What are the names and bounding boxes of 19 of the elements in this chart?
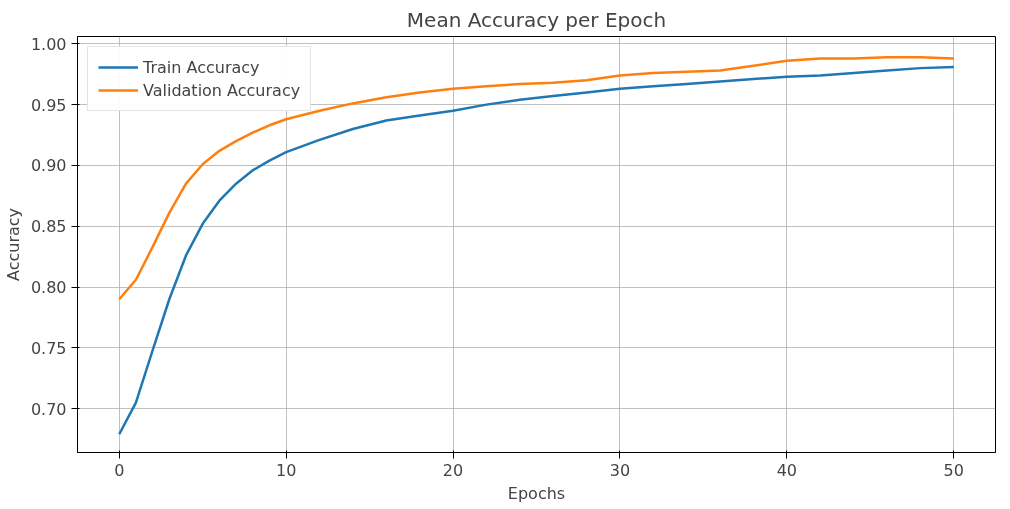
y-tick-label: 0.80 (30, 278, 67, 298)
y-axis-title: Accuracy (3, 207, 23, 282)
y-tick-label: 1.00 (30, 34, 67, 54)
x-tick-label: 0 (114, 460, 125, 480)
chart-title: Mean Accuracy per Epoch (406, 7, 667, 32)
line-series (117, 55, 956, 301)
x-axis-title: Epochs (507, 483, 566, 503)
x-tick-label: 10 (275, 460, 297, 480)
y-tick-label: 0.70 (30, 399, 67, 419)
y-tick-label: 0.85 (30, 217, 67, 237)
x-tick-label: 40 (776, 460, 798, 480)
x-tick-label: 30 (609, 460, 631, 480)
legend-label: Train Accuracy (143, 57, 260, 77)
x-tick-label: 50 (943, 460, 964, 480)
y-tick-label: 0.90 (30, 156, 67, 176)
legend-label: Validation Accuracy (143, 80, 301, 100)
y-tick-label: 0.75 (30, 338, 67, 358)
x-tick-label: 20 (442, 460, 464, 480)
y-tick-label: 0.95 (30, 95, 67, 115)
